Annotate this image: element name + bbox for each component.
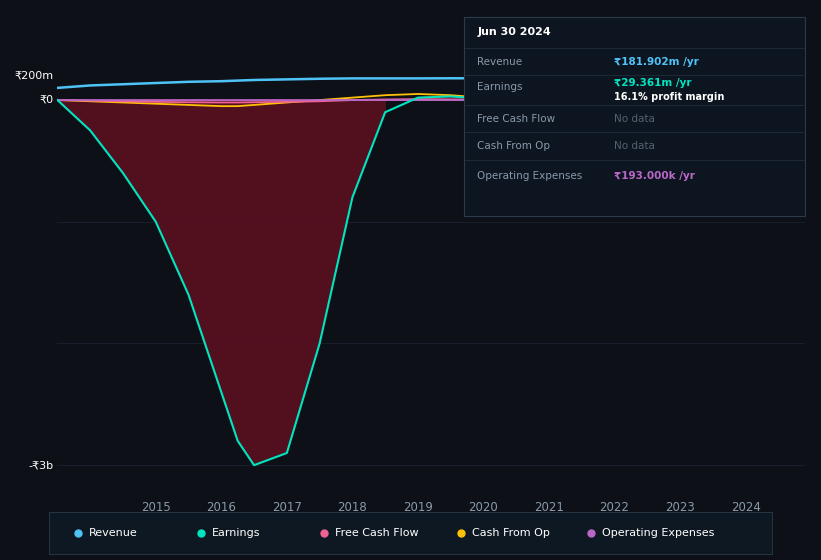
Text: Free Cash Flow: Free Cash Flow [335, 529, 418, 538]
Text: ₹29.361m /yr: ₹29.361m /yr [614, 78, 691, 88]
Text: Earnings: Earnings [212, 529, 260, 538]
Text: ₹0: ₹0 [39, 95, 53, 105]
Text: Operating Expenses: Operating Expenses [602, 529, 714, 538]
Text: Free Cash Flow: Free Cash Flow [478, 114, 556, 124]
Text: ₹193.000k /yr: ₹193.000k /yr [614, 171, 695, 181]
Text: Earnings: Earnings [478, 82, 523, 92]
Text: -₹3b: -₹3b [29, 460, 53, 470]
Text: ₹200m: ₹200m [15, 71, 53, 81]
Text: Operating Expenses: Operating Expenses [478, 171, 583, 181]
Text: 16.1% profit margin: 16.1% profit margin [614, 92, 724, 102]
Text: Cash From Op: Cash From Op [472, 529, 550, 538]
Text: Cash From Op: Cash From Op [478, 141, 551, 151]
Text: No data: No data [614, 114, 654, 124]
Text: No data: No data [614, 141, 654, 151]
Text: Revenue: Revenue [478, 57, 523, 67]
Text: Revenue: Revenue [89, 529, 138, 538]
Text: ₹181.902m /yr: ₹181.902m /yr [614, 57, 699, 67]
Text: Jun 30 2024: Jun 30 2024 [478, 27, 551, 37]
